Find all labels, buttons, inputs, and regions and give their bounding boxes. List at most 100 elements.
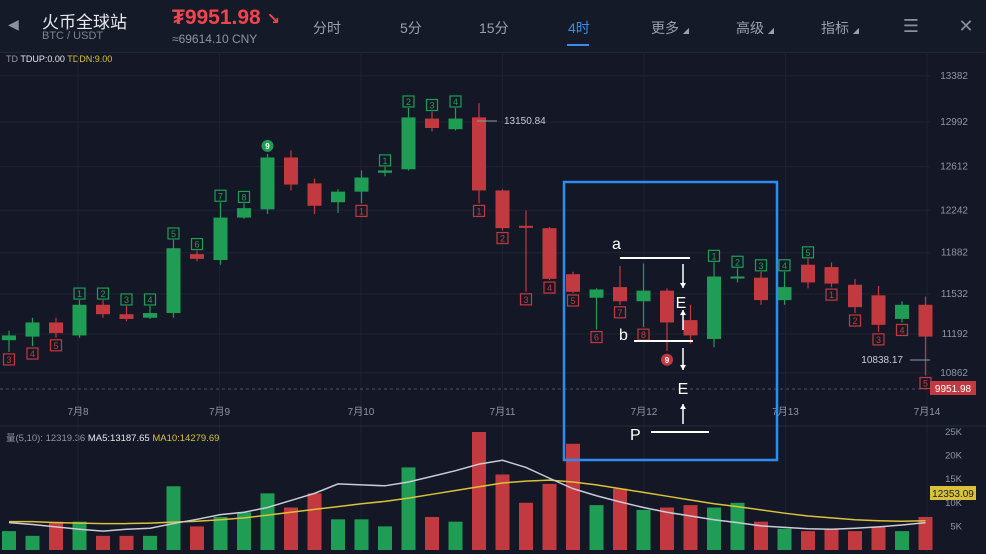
td-box-marker — [190, 237, 204, 251]
price-tick-label: 12992 — [940, 117, 968, 128]
td-number: 1 — [382, 156, 387, 166]
volume-tick-label: 20K — [945, 451, 963, 462]
volume-bar — [237, 512, 251, 550]
volume-bar — [589, 505, 604, 550]
candle-body — [754, 277, 768, 301]
volume-bar — [871, 526, 886, 550]
volume-bar — [331, 519, 345, 550]
td-box-marker — [519, 293, 533, 306]
arrow-up-upper-head — [680, 310, 686, 315]
td-box-marker — [707, 249, 721, 262]
candle-body — [49, 322, 63, 334]
price-tick-label: 11532 — [941, 289, 969, 300]
td-box-marker — [214, 189, 227, 202]
corner-triangle-icon: ◢ — [767, 26, 775, 35]
date-tick-label: 7月14 — [914, 406, 941, 418]
td-box-marker — [496, 231, 509, 245]
tab-timeshare[interactable]: 分时 — [313, 20, 341, 36]
td-number: 7 — [617, 308, 622, 318]
candle-body — [495, 190, 510, 229]
candle-body — [542, 228, 557, 279]
td-number: 8 — [241, 192, 246, 202]
annotation-label-e-upper: E — [676, 295, 687, 312]
candle-body — [895, 304, 909, 319]
current-price-tag — [930, 381, 976, 395]
candle-body — [660, 290, 674, 323]
arrow-down-lower-head — [680, 365, 686, 370]
td-number: 1 — [476, 206, 481, 216]
candle-body — [96, 304, 110, 315]
volume-bar — [2, 531, 16, 550]
volume-bar — [166, 486, 181, 550]
candle-body — [260, 157, 275, 210]
td-box-marker — [120, 293, 133, 306]
settings-icon[interactable]: ☰ — [902, 16, 920, 36]
candle-body — [871, 295, 886, 325]
td-box-marker — [801, 246, 815, 259]
td-box-marker — [143, 293, 157, 306]
volume-bar — [119, 535, 134, 550]
td-number: 3 — [758, 261, 763, 271]
tab-5min[interactable]: 5分 — [400, 20, 422, 36]
candle-body — [378, 170, 392, 173]
td-number: 6 — [594, 333, 599, 343]
highlight-box — [562, 180, 779, 462]
volume-bar — [307, 493, 322, 550]
tab-4hour[interactable]: 4时 — [568, 20, 590, 36]
low-marker-text: 10838.17 — [861, 355, 903, 366]
ma-lines — [8, 459, 926, 532]
volume-bar — [378, 526, 392, 550]
td-number: 4 — [899, 325, 904, 335]
volume-bar — [213, 516, 228, 550]
td-dn-value: TDDN:9.00 — [67, 54, 113, 64]
arrow-down-upper-head — [680, 283, 686, 288]
close-icon[interactable]: ✕ — [958, 16, 974, 36]
tab-advanced[interactable]: 高级 ◢ — [736, 18, 774, 38]
volume-bar — [495, 474, 510, 550]
td-number: 4 — [453, 97, 458, 107]
td-circle-marker — [261, 139, 274, 152]
volume-indicator-label: 量(5,10): 12319.36 MA5:13187.65 MA10:1427… — [6, 430, 219, 444]
candle-body — [566, 274, 580, 292]
trading-pair: BTC / USDT — [42, 30, 104, 42]
candle-body — [448, 118, 463, 130]
td-number: 2 — [852, 316, 857, 326]
back-icon[interactable]: ◀ — [8, 16, 19, 32]
td-number: 3 — [876, 335, 881, 345]
date-tick-label: 7月9 — [209, 406, 231, 418]
volume-bar — [284, 507, 298, 550]
candle-body — [801, 264, 815, 283]
annotation-label-p: P — [630, 427, 641, 444]
tab-indicators[interactable]: 指标 ◢ — [821, 18, 859, 38]
current-price-tag-text: 9951.98 — [935, 384, 972, 395]
candle-body — [213, 217, 228, 260]
td-box-marker — [754, 259, 768, 272]
volume-tick-label: 5K — [950, 521, 962, 532]
td-box-marker — [425, 98, 439, 112]
grid-lines — [0, 52, 986, 552]
td-number: 4 — [782, 261, 787, 271]
td-number: 3 — [124, 295, 129, 305]
annotation-label-a: a — [612, 236, 621, 253]
volume-bar — [448, 521, 463, 550]
td-box-marker — [731, 255, 744, 268]
candle-body — [143, 313, 157, 318]
candle-body — [848, 284, 862, 308]
volume-bar — [824, 528, 839, 550]
candle-body — [307, 183, 322, 206]
tab-more[interactable]: 更多 ◢ — [651, 18, 689, 38]
date-tick-label: 7月10 — [348, 406, 375, 418]
volume-bar — [354, 519, 369, 550]
ma5-value: MA5:13187.65 — [87, 433, 150, 444]
td-number: 3 — [523, 295, 528, 305]
volume-tick-label: 15K — [945, 474, 963, 485]
annotations: a b P E E — [562, 180, 779, 462]
td-number: 6 — [194, 240, 199, 250]
tab-15min[interactable]: 15分 — [479, 20, 509, 36]
td-box-marker — [449, 95, 462, 108]
td-number: 4 — [547, 283, 552, 293]
volume-bar — [613, 488, 627, 550]
td-number: 4 — [147, 295, 152, 305]
kline-chart[interactable]: 3 4 5 1 2 3 4 5 6 7 8 9 1 1 2 3 4 1 2 3 4 5 6 7 8 9 1 2 3 4 5 1 2 3 4 5 133… — [0, 52, 986, 554]
td-prefix: TD — [6, 54, 18, 64]
